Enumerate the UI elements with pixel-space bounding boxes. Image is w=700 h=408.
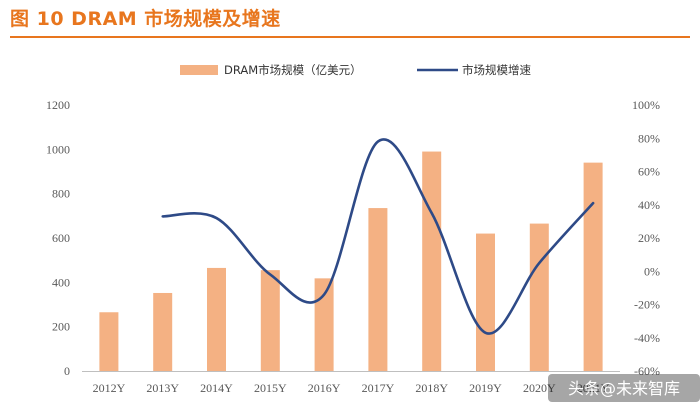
y-left-tick-label: 600 — [52, 231, 70, 245]
bar — [529, 223, 549, 371]
bar — [207, 267, 226, 371]
legend-bar-label: DRAM市场规模（亿美元） — [224, 63, 362, 77]
bar — [99, 312, 119, 371]
y-right-tick-label: -40% — [634, 331, 660, 345]
y-right-tick-label: 20% — [638, 231, 660, 245]
bar — [153, 292, 173, 371]
figure-title: 图 10 DRAM 市场规模及增速 — [10, 8, 281, 30]
y-right-tick-label: 100% — [632, 98, 660, 112]
y-right-tick-label: -20% — [634, 298, 660, 312]
y-left-tick-label: 0 — [64, 364, 70, 378]
x-tick-label: 2015Y — [254, 381, 287, 395]
legend-line-label: 市场规模增速 — [462, 63, 531, 77]
bar — [583, 162, 603, 371]
x-tick-label: 2012Y — [93, 381, 126, 395]
x-tick-label: 2014Y — [200, 381, 233, 395]
x-tick-label: 2019Y — [469, 381, 502, 395]
y-right-tick-label: 60% — [638, 165, 660, 179]
x-tick-label: 2013Y — [146, 381, 179, 395]
y-right-tick-label: 40% — [638, 198, 660, 212]
y-left-tick-label: 1000 — [46, 142, 70, 156]
bar — [260, 270, 280, 371]
y-left-tick-label: 400 — [52, 275, 70, 289]
y-left-tick-label: 1200 — [46, 98, 70, 112]
y-left-tick-label: 800 — [52, 187, 70, 201]
growth-line — [161, 138, 595, 335]
x-tick-label: 2018Y — [415, 381, 448, 395]
y-right-tick-label: 80% — [638, 131, 660, 145]
x-tick-label: 2017Y — [362, 381, 395, 395]
legend-bar-swatch — [180, 65, 218, 75]
x-tick-label: 2016Y — [308, 381, 341, 395]
x-tick-label: 2020Y — [523, 381, 556, 395]
x-tick-label: 2021Y — [577, 381, 610, 395]
y-left-tick-label: 200 — [52, 320, 70, 334]
bar — [368, 208, 388, 371]
bar — [476, 233, 495, 371]
y-right-tick-label: 0% — [644, 264, 660, 278]
figure-header: 图 10 DRAM 市场规模及增速 — [0, 0, 700, 42]
watermark-background — [548, 374, 700, 402]
bar — [422, 151, 442, 371]
watermark-text: 头条@未来智库 — [568, 379, 680, 398]
title-rule — [10, 36, 690, 38]
bar — [314, 278, 334, 371]
y-right-tick-label: -60% — [634, 364, 660, 378]
